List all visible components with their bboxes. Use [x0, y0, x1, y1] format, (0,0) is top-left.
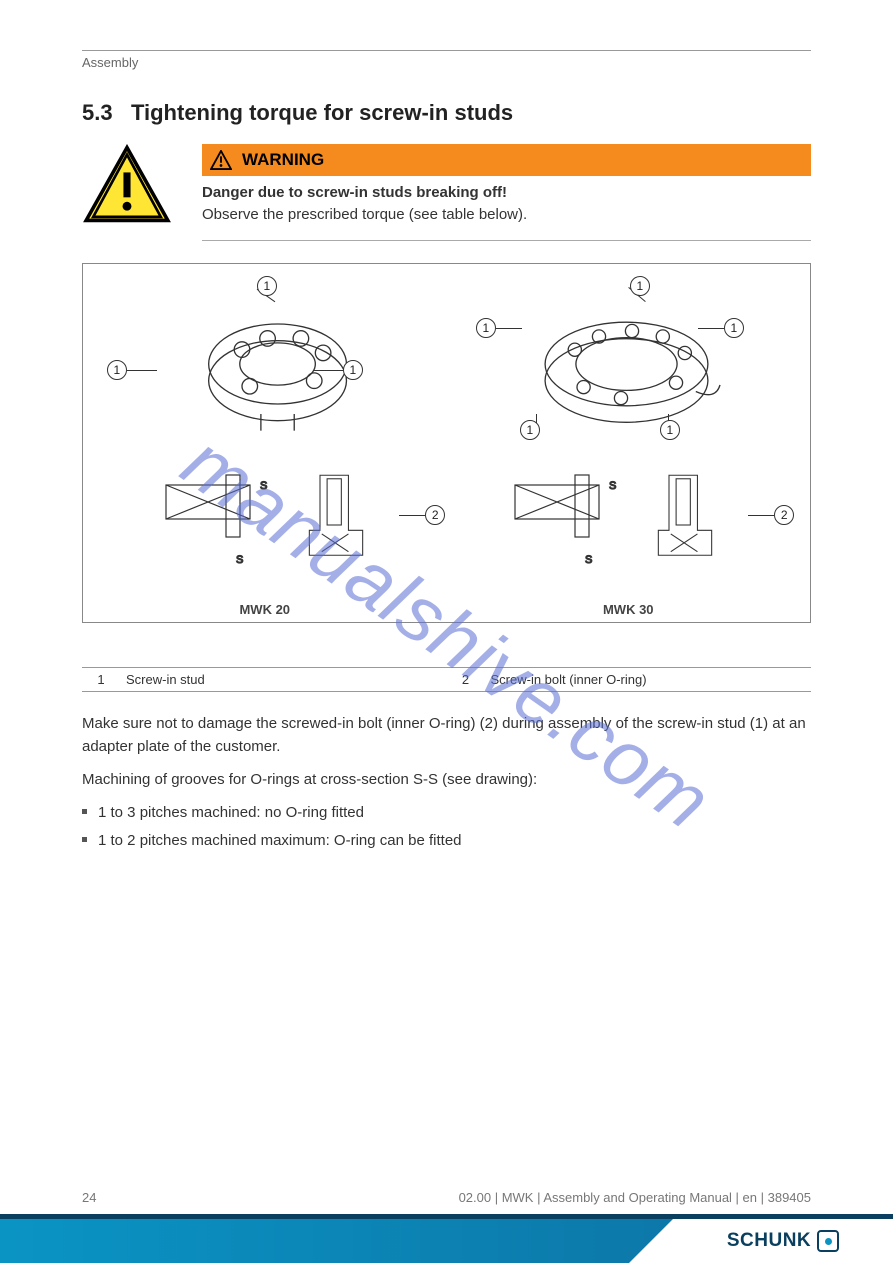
figure-label-right: MWK 30	[447, 602, 811, 617]
callout-1: 1	[660, 420, 680, 440]
warning-banner: WARNING	[202, 144, 811, 176]
callout-1: 1	[257, 276, 277, 296]
section-sketch-left-a: S S	[160, 467, 280, 567]
body-bullet: 1 to 3 pitches machined: no O-ring fitte…	[82, 801, 811, 824]
svg-text:S: S	[260, 480, 267, 492]
body-para2: Machining of grooves for O-rings at cros…	[82, 768, 811, 791]
callout-2: 2	[425, 505, 445, 525]
section-sketch-left-b	[304, 462, 384, 572]
callout-1: 1	[724, 318, 744, 338]
body-para1: Make sure not to damage the screwed-in b…	[82, 712, 811, 759]
body-bullet: 1 to 2 pitches machined maximum: O-ring …	[82, 829, 811, 852]
header-rule	[82, 50, 811, 51]
section-number: 5.3	[82, 100, 113, 125]
legend-label-2: Screw-in bolt (inner O-ring)	[485, 668, 812, 691]
figure-mwk30: 1 1 1 1 1 S S	[454, 282, 788, 587]
callout-1: 1	[107, 360, 127, 380]
callout-2: 2	[774, 505, 794, 525]
figure-mwk20: 1 1 1 S S 2	[105, 282, 439, 587]
warning-triangle-icon	[82, 144, 172, 229]
svg-text:S: S	[609, 480, 616, 492]
callout-1: 1	[520, 420, 540, 440]
callout-1: 1	[476, 318, 496, 338]
callout-1: 1	[343, 360, 363, 380]
section-heading: Tightening torque for screw-in studs	[131, 100, 513, 125]
legend-num-2: 2	[447, 668, 485, 691]
ring-sketch-left	[172, 289, 372, 439]
brand-name: SCHUNK	[727, 1230, 811, 1252]
legend-row: 1 Screw-in stud 2 Screw-in bolt (inner O…	[82, 667, 811, 692]
warning-line2: Observe the prescribed torque (see table…	[202, 204, 811, 226]
svg-text:S: S	[585, 554, 592, 566]
page-header: Assembly	[82, 55, 811, 70]
warning-small-icon	[210, 150, 232, 170]
warning-separator	[202, 240, 811, 241]
legend-label-1: Screw-in stud	[120, 668, 447, 691]
section-sketch-right-b	[653, 462, 733, 572]
callout-1: 1	[630, 276, 650, 296]
section-title: 5.3 Tightening torque for screw-in studs	[82, 100, 811, 126]
svg-text:S: S	[236, 554, 243, 566]
figure-label-left: MWK 20	[83, 602, 447, 617]
body-text: Make sure not to damage the screwed-in b…	[82, 712, 811, 852]
warning-block: WARNING Danger due to screw-in studs bre…	[82, 144, 811, 241]
section-sketch-right-a: S S	[509, 467, 629, 567]
footer: SCHUNK	[0, 1201, 893, 1263]
legend-num-1: 1	[82, 668, 120, 691]
warning-banner-label: WARNING	[242, 150, 324, 170]
brand-logo-icon	[817, 1230, 839, 1252]
ring-sketch-right	[511, 289, 731, 439]
header-left: Assembly	[82, 55, 138, 70]
brand-logo: SCHUNK	[727, 1230, 839, 1252]
warning-line1: Danger due to screw-in studs breaking of…	[202, 184, 507, 201]
figure-box: 1 1 1 S S 2	[82, 263, 811, 623]
